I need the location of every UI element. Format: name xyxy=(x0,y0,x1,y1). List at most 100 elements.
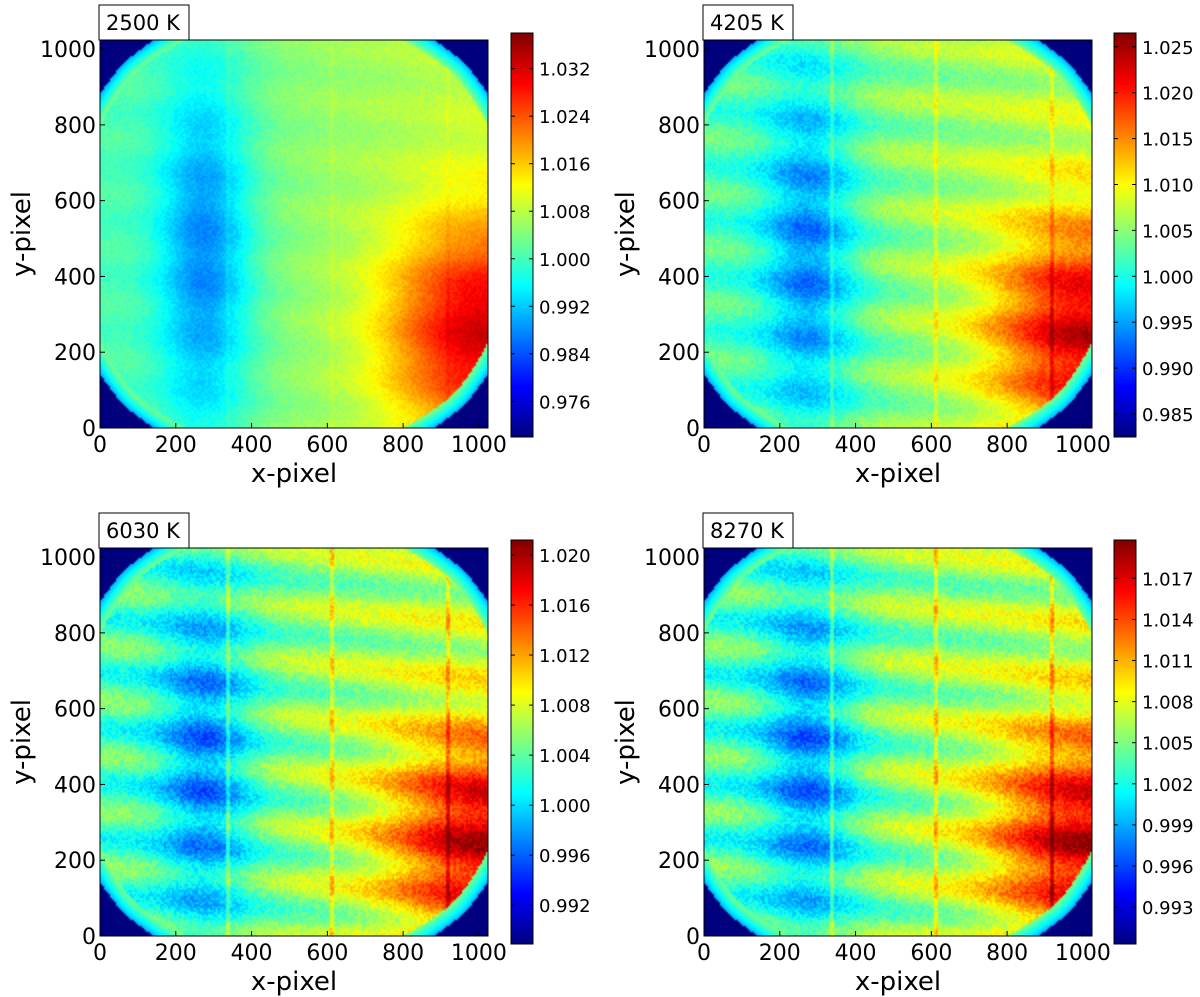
panel-4: 0 200 400 600 800 1000 0 200 400 600 800 1000 x-pixe… xyxy=(611,512,1194,997)
y-tick-label: 600 xyxy=(658,698,700,723)
x-tick-label: 800 xyxy=(382,941,424,966)
x-tick-label: 0 xyxy=(697,941,711,966)
colorbar-tick-label: 1.005 xyxy=(1142,221,1194,242)
x-tick-label: 800 xyxy=(382,433,424,458)
title-box xyxy=(702,512,794,549)
title-box xyxy=(702,4,794,41)
colorbar-tick-label: 1.017 xyxy=(1142,569,1194,590)
colorbar-tick-label: 1.000 xyxy=(539,796,591,817)
y-tick-label: 800 xyxy=(54,114,96,139)
colorbar-tick-label: 1.020 xyxy=(1142,84,1194,105)
colorbar xyxy=(1113,32,1137,438)
x-tick-label: 200 xyxy=(155,433,197,458)
y-axis-label: y-pixel xyxy=(611,699,641,785)
x-tick-label: 0 xyxy=(697,433,711,458)
x-tick-label: 1000 xyxy=(1055,941,1111,966)
x-tick-label: 400 xyxy=(231,941,273,966)
colorbar-tick-label: 0.990 xyxy=(1142,359,1194,380)
x-tick-label: 1000 xyxy=(1055,433,1111,458)
colorbar-tick-label: 1.005 xyxy=(1142,734,1194,755)
x-tick-label: 400 xyxy=(835,433,877,458)
x-axis-label: x-pixel xyxy=(855,967,941,997)
heatmap-image xyxy=(100,548,488,936)
colorbar-tick-label: 1.008 xyxy=(1142,693,1194,714)
colorbar-tick-label: 0.976 xyxy=(539,392,591,413)
panel-title: 8270 K xyxy=(710,519,785,543)
y-tick-label: 1000 xyxy=(644,546,700,571)
x-tick-label: 0 xyxy=(93,941,107,966)
x-tick-label: 200 xyxy=(759,433,801,458)
colorbar-tick-label: 1.016 xyxy=(539,155,591,176)
y-tick-label: 400 xyxy=(54,773,96,798)
colorbar-tick-label: 1.025 xyxy=(1142,38,1194,59)
colorbar-tick-label: 1.012 xyxy=(539,646,591,667)
colorbar-tick-label: 1.020 xyxy=(539,546,591,567)
panel-2: 0 200 400 600 800 1000 0 200 400 600 800 1000 x-pixe… xyxy=(611,4,1194,489)
plot-frame xyxy=(703,547,1093,937)
colorbar-tick-label: 0.984 xyxy=(539,345,591,366)
y-tick-label: 0 xyxy=(82,417,96,442)
y-axis-label: y-pixel xyxy=(7,191,37,277)
y-tick-label: 0 xyxy=(686,417,700,442)
heatmap-image xyxy=(704,548,1092,936)
colorbar-tick-label: 0.985 xyxy=(1142,405,1194,426)
x-tick-label: 400 xyxy=(835,941,877,966)
colorbar-tick-label: 1.008 xyxy=(539,696,591,717)
title-box xyxy=(98,4,190,41)
y-tick-label: 400 xyxy=(658,265,700,290)
x-tick-label: 800 xyxy=(986,941,1028,966)
title-box xyxy=(98,512,190,549)
heatmap-image xyxy=(704,40,1092,428)
x-tick-label: 200 xyxy=(759,941,801,966)
colorbar-tick-label: 0.992 xyxy=(539,896,591,917)
panel-3: 0 200 400 600 800 1000 0 200 400 600 800 1000 x-pixe… xyxy=(7,512,591,997)
x-tick-label: 600 xyxy=(306,433,348,458)
x-tick-label: 600 xyxy=(910,433,952,458)
y-tick-label: 200 xyxy=(54,341,96,366)
panel-title: 6030 K xyxy=(106,519,181,543)
colorbar-tick-label: 1.011 xyxy=(1142,652,1194,673)
y-tick-label: 1000 xyxy=(644,38,700,63)
x-axis-label: x-pixel xyxy=(251,459,337,489)
y-tick-label: 200 xyxy=(658,341,700,366)
x-tick-label: 1000 xyxy=(451,433,507,458)
colorbar-tick-label: 1.014 xyxy=(1142,610,1194,631)
plot-frame xyxy=(703,39,1093,429)
x-tick-label: 1000 xyxy=(451,941,507,966)
y-tick-label: 600 xyxy=(54,190,96,215)
colorbar-tick-label: 0.996 xyxy=(1142,857,1194,878)
x-tick-label: 200 xyxy=(155,941,197,966)
x-tick-label: 600 xyxy=(910,941,952,966)
y-tick-label: 800 xyxy=(658,114,700,139)
colorbar-tick-label: 1.002 xyxy=(1142,775,1194,796)
colorbar-tick-label: 1.015 xyxy=(1142,130,1194,151)
colorbar-tick-label: 1.004 xyxy=(539,746,591,767)
y-axis-label: y-pixel xyxy=(611,191,641,277)
colorbar-tick-label: 1.010 xyxy=(1142,176,1194,197)
plot-frame xyxy=(99,547,489,937)
colorbar-tick-label: 1.032 xyxy=(539,60,591,81)
y-tick-label: 200 xyxy=(658,849,700,874)
y-tick-label: 0 xyxy=(82,925,96,950)
x-tick-label: 0 xyxy=(93,433,107,458)
x-axis-label: x-pixel xyxy=(855,459,941,489)
colorbar-tick-label: 1.000 xyxy=(1142,267,1194,288)
colorbar-tick-label: 0.995 xyxy=(1142,313,1194,334)
colorbar-tick-label: 1.016 xyxy=(539,596,591,617)
plot-frame xyxy=(99,39,489,429)
colorbar-tick-label: 0.996 xyxy=(539,846,591,867)
y-tick-label: 1000 xyxy=(40,38,96,63)
heatmap-image xyxy=(100,40,488,428)
colorbar-tick-label: 1.008 xyxy=(539,202,591,223)
colorbar-tick-label: 0.993 xyxy=(1142,898,1194,919)
x-tick-label: 400 xyxy=(231,433,273,458)
colorbar-tick-label: 1.000 xyxy=(539,250,591,271)
x-tick-label: 600 xyxy=(306,941,348,966)
panel-title: 4205 K xyxy=(710,11,785,35)
y-tick-label: 400 xyxy=(658,773,700,798)
colorbar xyxy=(510,539,534,945)
y-tick-label: 600 xyxy=(658,190,700,215)
y-tick-label: 800 xyxy=(54,622,96,647)
y-tick-label: 1000 xyxy=(40,546,96,571)
